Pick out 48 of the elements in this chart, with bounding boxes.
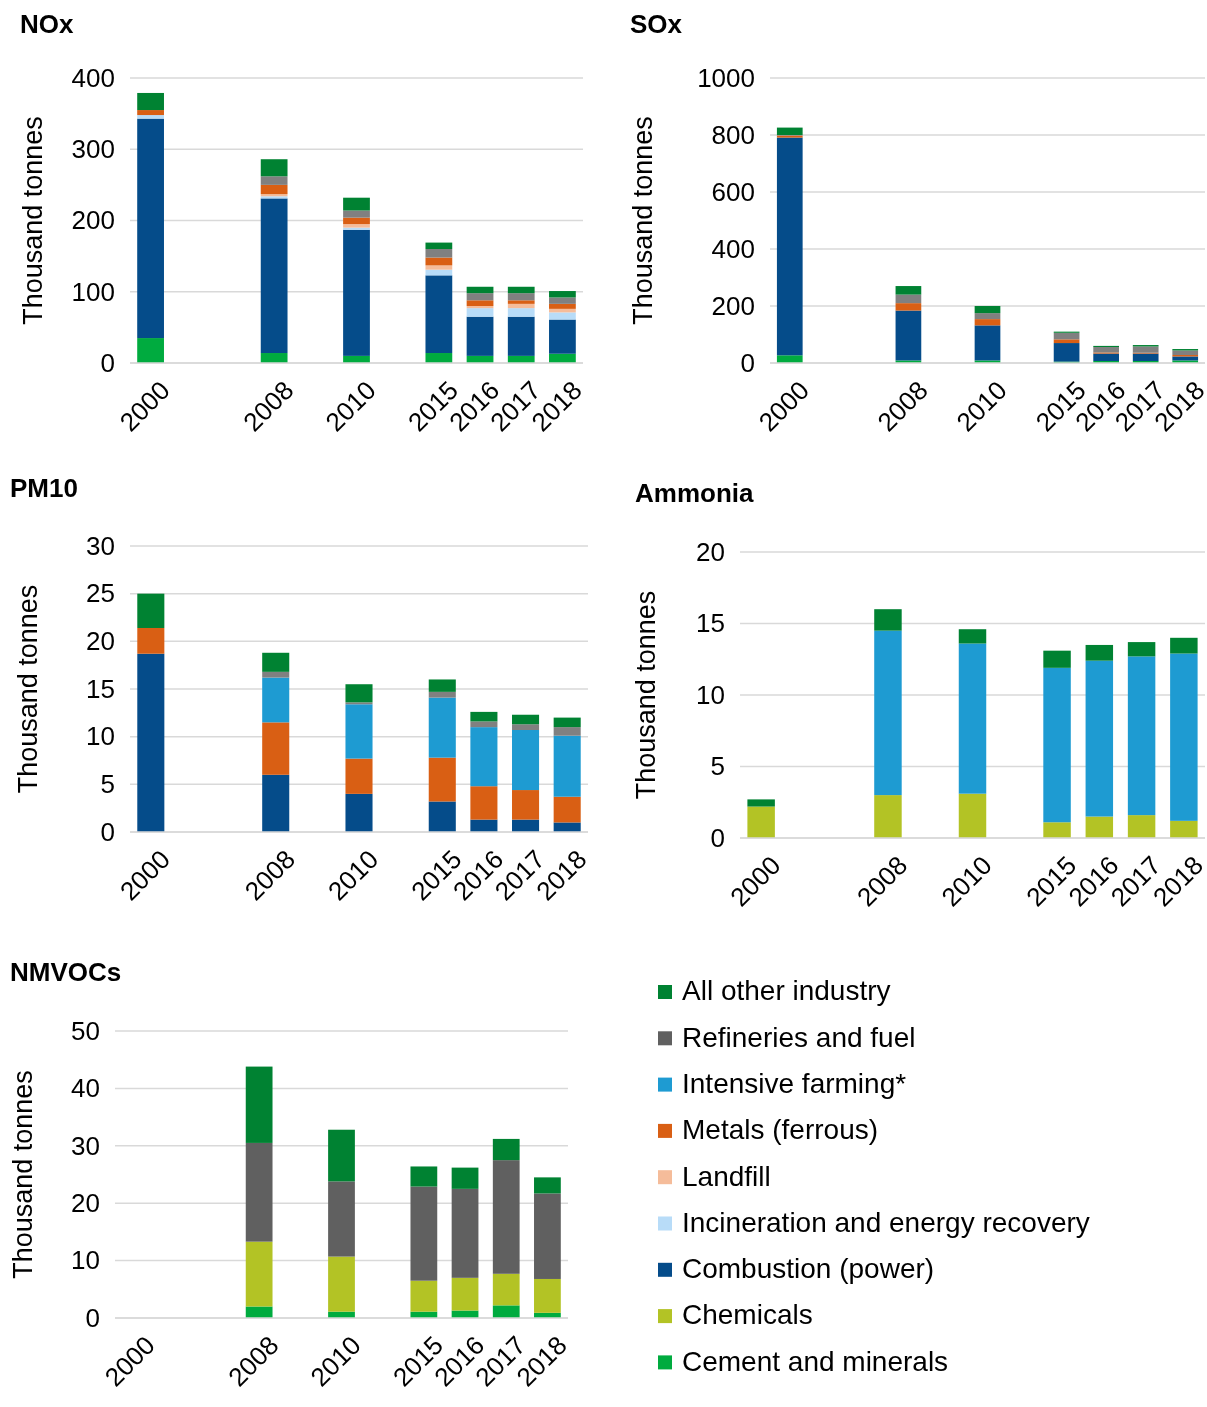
y-tick-label: 20 bbox=[86, 626, 115, 657]
legend-label: Intensive farming* bbox=[682, 1067, 907, 1099]
y-tick-label: 400 bbox=[711, 233, 755, 264]
chart-title: Ammonia bbox=[635, 478, 754, 508]
legend-label: Combustion (power) bbox=[682, 1253, 935, 1285]
y-tick-label: 400 bbox=[71, 62, 115, 93]
y-tick-label: 0 bbox=[100, 816, 115, 847]
chart-title: SOx bbox=[630, 9, 683, 39]
y-tick-label: 0 bbox=[100, 347, 115, 378]
y-tick-label: 200 bbox=[71, 205, 115, 236]
legend-label: Chemicals bbox=[682, 1299, 813, 1331]
y-tick-label: 0 bbox=[740, 347, 755, 378]
y-tick-label: 0 bbox=[710, 822, 725, 853]
y-tick-label: 50 bbox=[71, 1015, 100, 1046]
legend-label: Cement and minerals bbox=[682, 1345, 949, 1377]
y-tick-label: 10 bbox=[71, 1245, 100, 1276]
y-tick-label: 5 bbox=[100, 769, 115, 800]
y-axis-title: Thousand tonnes bbox=[13, 584, 44, 794]
y-tick-label: 0 bbox=[85, 1302, 100, 1333]
y-axis-title: Thousand tonnes bbox=[631, 590, 662, 800]
legend-label: All other industry bbox=[682, 975, 891, 1007]
y-tick-label: 300 bbox=[71, 134, 115, 165]
y-tick-label: 1000 bbox=[697, 62, 755, 93]
y-tick-label: 15 bbox=[86, 673, 115, 704]
chart-title: PM10 bbox=[10, 473, 78, 503]
y-tick-label: 10 bbox=[86, 721, 115, 752]
legend-label: Refineries and fuel bbox=[682, 1021, 916, 1053]
y-axis-title: Thousand tonnes bbox=[628, 116, 659, 325]
y-tick-label: 800 bbox=[711, 119, 755, 150]
y-tick-label: 10 bbox=[696, 679, 725, 710]
y-tick-label: 25 bbox=[86, 578, 115, 609]
y-tick-label: 5 bbox=[710, 751, 725, 782]
y-tick-label: 20 bbox=[71, 1188, 100, 1219]
legend-label: Metals (ferrous) bbox=[682, 1114, 879, 1146]
legend-label: Incineration and energy recovery bbox=[682, 1206, 1090, 1238]
y-tick-label: 30 bbox=[71, 1130, 100, 1161]
y-tick-label: 20 bbox=[696, 536, 725, 567]
chart-title: NOx bbox=[20, 9, 74, 39]
y-tick-label: 100 bbox=[71, 276, 115, 307]
y-tick-label: 15 bbox=[696, 608, 725, 639]
y-axis-title: Thousand tonnes bbox=[8, 1070, 39, 1279]
y-tick-label: 40 bbox=[71, 1073, 100, 1104]
y-tick-label: 30 bbox=[86, 530, 115, 561]
chart-title: NMVOCs bbox=[10, 957, 122, 987]
y-tick-label: 200 bbox=[711, 290, 755, 321]
legend-label: Landfill bbox=[682, 1160, 771, 1192]
y-tick-label: 600 bbox=[711, 176, 755, 207]
y-axis-title: Thousand tonnes bbox=[18, 116, 49, 325]
